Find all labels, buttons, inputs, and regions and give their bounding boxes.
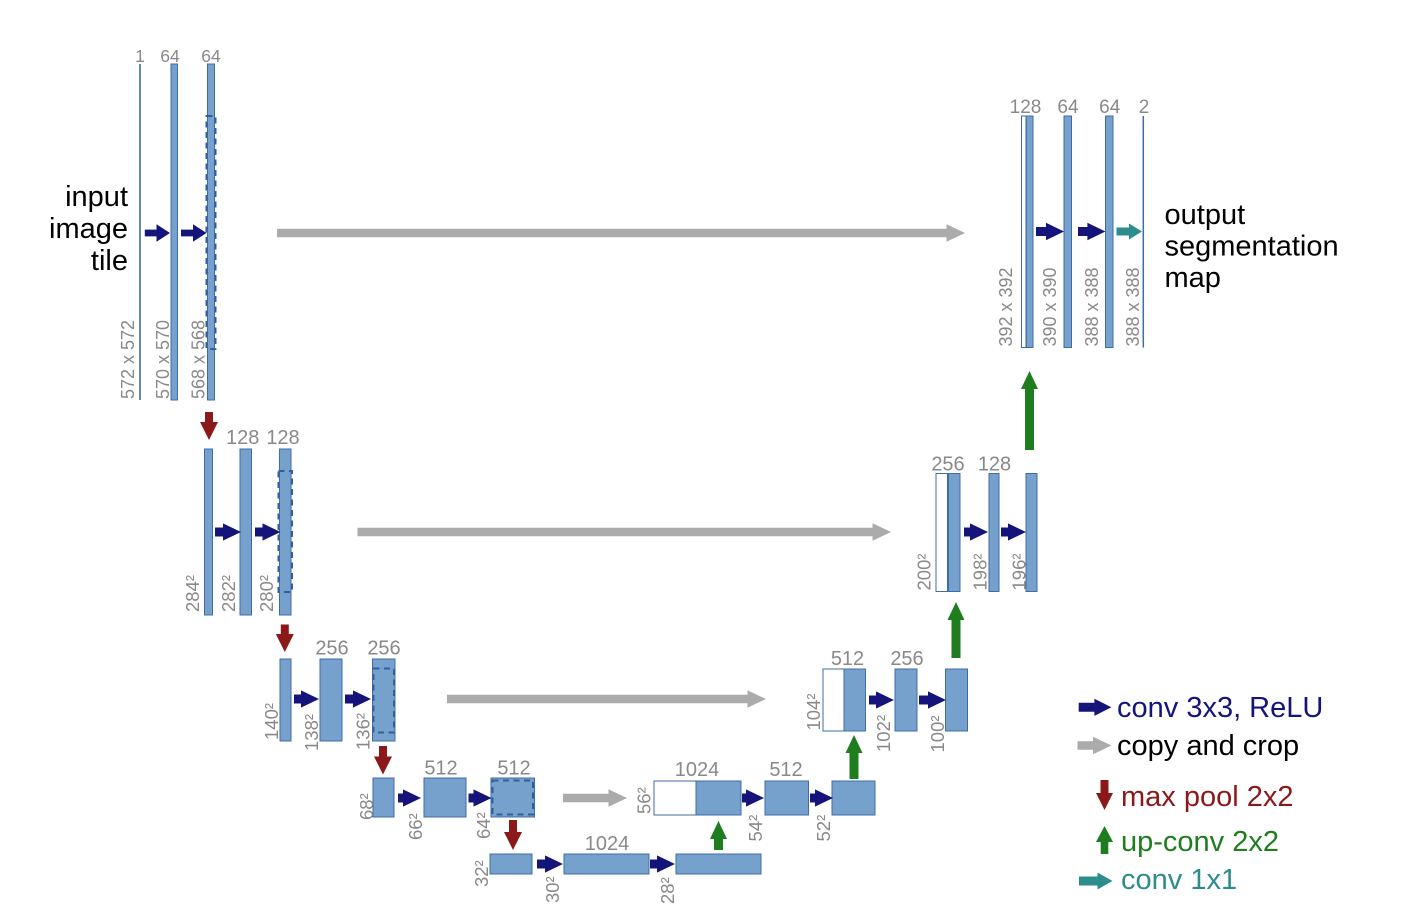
- svg-text:284²: 284²: [182, 575, 203, 612]
- svg-text:570 x 570: 570 x 570: [153, 320, 173, 399]
- svg-text:input: input: [65, 181, 128, 213]
- svg-text:1024: 1024: [585, 833, 630, 855]
- svg-text:66²: 66²: [405, 813, 426, 840]
- svg-text:64: 64: [1099, 97, 1121, 118]
- svg-text:136²: 136²: [353, 713, 374, 750]
- svg-text:conv 3x3, ReLU: conv 3x3, ReLU: [1117, 692, 1323, 724]
- svg-text:1: 1: [135, 46, 145, 66]
- svg-text:28²: 28²: [657, 877, 678, 904]
- svg-text:68²: 68²: [356, 793, 377, 820]
- svg-text:256: 256: [315, 638, 348, 660]
- svg-text:max pool 2x2: max pool 2x2: [1121, 781, 1294, 813]
- svg-text:64: 64: [201, 46, 221, 66]
- svg-text:140²: 140²: [261, 703, 282, 740]
- svg-text:280²: 280²: [256, 575, 277, 612]
- svg-text:512: 512: [497, 758, 530, 780]
- svg-text:conv 1x1: conv 1x1: [1121, 864, 1237, 896]
- svg-text:copy and crop: copy and crop: [1117, 730, 1299, 762]
- svg-text:572 x 572: 572 x 572: [118, 320, 138, 399]
- svg-text:32²: 32²: [471, 860, 492, 887]
- svg-text:128: 128: [1010, 97, 1042, 118]
- svg-text:up-conv 2x2: up-conv 2x2: [1121, 826, 1279, 858]
- svg-text:196²: 196²: [1009, 553, 1030, 590]
- svg-text:104²: 104²: [803, 693, 824, 730]
- svg-text:30²: 30²: [542, 876, 563, 903]
- svg-text:512: 512: [769, 759, 802, 781]
- svg-text:256: 256: [367, 638, 400, 660]
- svg-text:tile: tile: [91, 245, 128, 277]
- svg-text:56²: 56²: [634, 787, 655, 814]
- svg-text:segmentation: segmentation: [1165, 231, 1339, 263]
- svg-text:image: image: [49, 213, 128, 245]
- svg-text:512: 512: [424, 758, 457, 780]
- svg-text:64²: 64²: [473, 812, 494, 839]
- svg-text:568 x 568: 568 x 568: [189, 320, 209, 399]
- svg-text:282²: 282²: [218, 575, 239, 612]
- svg-text:198²: 198²: [970, 553, 991, 590]
- svg-text:64: 64: [1057, 97, 1079, 118]
- svg-text:128: 128: [226, 427, 259, 449]
- svg-text:388 x 388: 388 x 388: [1123, 267, 1143, 346]
- svg-text:128: 128: [266, 427, 299, 449]
- svg-text:392 x 392: 392 x 392: [996, 267, 1016, 346]
- svg-text:256: 256: [931, 454, 964, 476]
- svg-text:1024: 1024: [675, 759, 720, 781]
- svg-text:512: 512: [831, 648, 864, 670]
- svg-text:138²: 138²: [301, 714, 322, 751]
- svg-text:2: 2: [1139, 97, 1150, 118]
- svg-text:388 x 388: 388 x 388: [1082, 267, 1102, 346]
- svg-text:390 x 390: 390 x 390: [1040, 267, 1060, 346]
- svg-text:102²: 102²: [873, 715, 894, 752]
- svg-text:52²: 52²: [813, 815, 834, 842]
- svg-text:100²: 100²: [927, 715, 948, 752]
- svg-text:64: 64: [160, 46, 180, 66]
- svg-text:map: map: [1165, 262, 1221, 294]
- svg-text:256: 256: [890, 648, 923, 670]
- svg-text:128: 128: [978, 454, 1011, 476]
- svg-text:200²: 200²: [914, 553, 935, 590]
- svg-text:54²: 54²: [745, 815, 766, 842]
- svg-text:output: output: [1165, 199, 1246, 231]
